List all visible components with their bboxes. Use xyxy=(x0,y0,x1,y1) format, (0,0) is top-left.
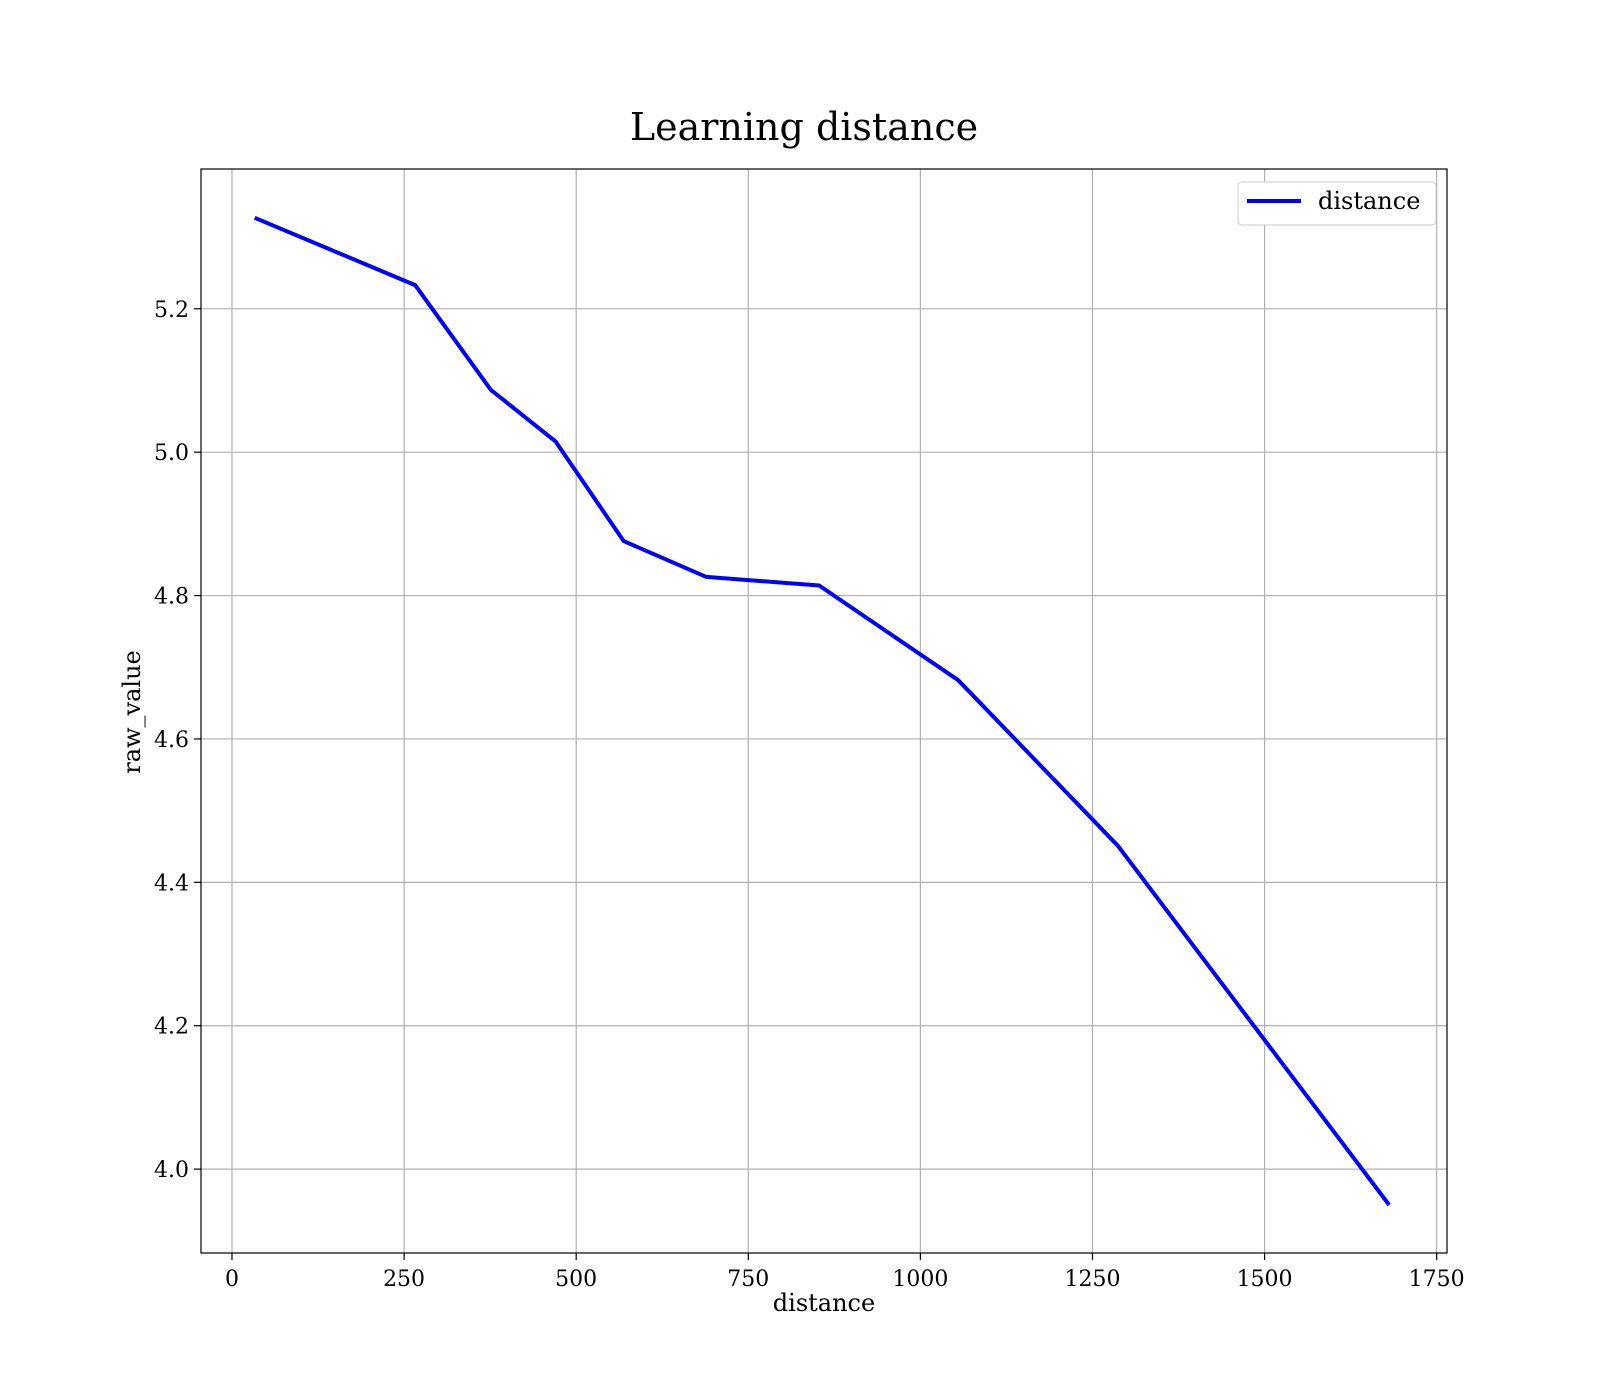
y-tick-label: 4.0 xyxy=(154,1158,189,1183)
x-axis-ticks: 0 250 500 750 1000 1250 1500 1750 xyxy=(225,1253,1465,1292)
chart-title: Learning distance xyxy=(630,105,978,149)
x-tick-label: 1750 xyxy=(1409,1267,1465,1292)
x-tick-label: 500 xyxy=(555,1267,597,1292)
y-gridlines xyxy=(201,308,1447,1170)
x-tick-label: 0 xyxy=(225,1267,239,1292)
x-axis-label: distance xyxy=(773,1289,875,1317)
y-tick-label: 5.2 xyxy=(154,298,189,323)
y-tick-label: 4.4 xyxy=(154,871,189,896)
y-tick-label: 5.0 xyxy=(154,441,189,466)
legend-box xyxy=(1237,181,1437,226)
y-tick-label: 4.2 xyxy=(154,1015,189,1040)
x-gridlines xyxy=(231,169,1438,1253)
y-tick-label: 4.6 xyxy=(154,728,189,753)
y-tick-label: 4.8 xyxy=(154,585,189,610)
plot-area-frame xyxy=(200,168,1448,1254)
series-lines xyxy=(253,215,1391,1207)
y-axis-ticks: 4.0 4.2 4.4 4.6 4.8 5.0 5.2 xyxy=(154,298,201,1183)
x-tick-label: 1500 xyxy=(1237,1267,1293,1292)
x-tick-label: 250 xyxy=(383,1267,425,1292)
x-tick-label: 1000 xyxy=(892,1267,948,1292)
x-tick-label: 750 xyxy=(727,1267,769,1292)
y-axis-label: raw_value xyxy=(118,650,146,774)
legend: distance xyxy=(1237,181,1437,226)
x-tick-label: 1250 xyxy=(1064,1267,1120,1292)
series-line-distance xyxy=(253,215,1391,1207)
legend-label: distance xyxy=(1318,187,1420,215)
